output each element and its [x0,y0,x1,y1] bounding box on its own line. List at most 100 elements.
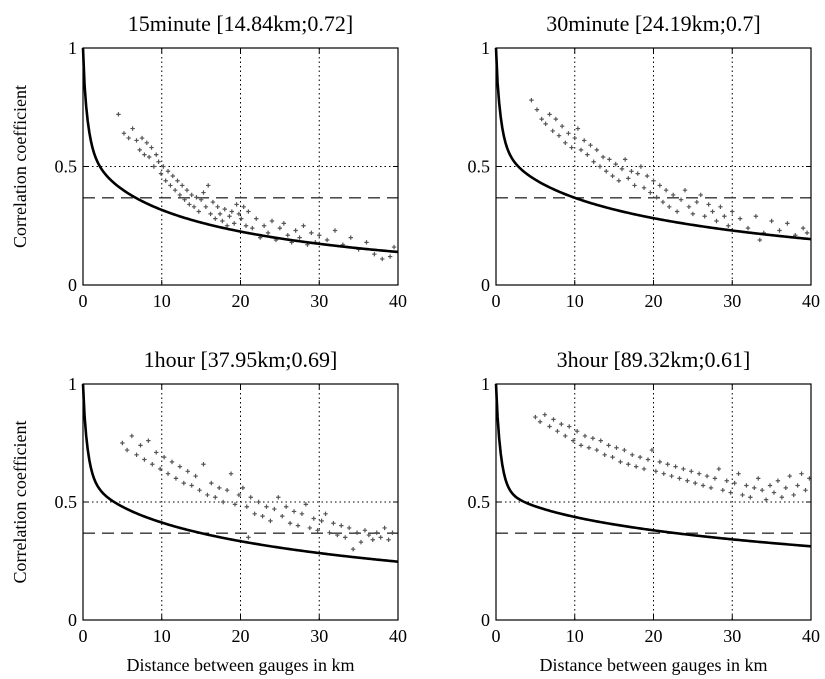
data-point [276,495,281,500]
data-point [578,147,584,153]
data-point [681,466,686,472]
data-point [610,454,615,460]
data-point [309,230,314,236]
x-tick-label: 20 [645,291,663,311]
data-point [206,183,211,188]
data-point [124,447,130,453]
x-tick-label: 10 [566,291,584,311]
data-point [759,488,765,493]
data-point [297,235,302,240]
fit-curve [494,383,812,548]
data-point [293,228,298,233]
data-point [236,211,242,217]
data-point [602,452,607,457]
data-point [372,251,377,257]
data-point [800,225,806,231]
data-point [229,209,235,214]
data-point [795,483,800,488]
data-point [130,126,135,131]
data-point [348,235,353,240]
data-point [763,497,769,502]
x-tick-label: 30 [310,626,328,646]
data-point [539,116,544,122]
data-point [648,190,653,195]
data-point [610,173,615,179]
data-point [339,523,344,528]
data-point [757,237,763,243]
data-point [590,436,596,441]
data-point [594,147,599,153]
y-tick-label: 0 [68,610,77,630]
data-point [566,131,571,136]
data-point [606,443,611,448]
data-point [201,190,206,195]
data-point [641,466,647,472]
data-point [151,164,157,169]
data-point [702,214,707,219]
data-point [653,469,659,474]
data-point [598,438,603,443]
data-point [268,518,273,524]
data-point [537,419,543,424]
data-point [265,230,271,236]
data-point [146,438,151,443]
y-tick-label: 0.5 [55,157,78,177]
data-point [246,209,251,214]
data-point [712,476,718,481]
data-point [637,454,643,460]
y-tick-label: 0 [68,275,77,295]
data-point [222,206,227,212]
x-tick-label: 30 [723,626,741,646]
data-point [777,228,782,233]
data-point [708,485,714,491]
data-point [331,521,336,526]
data-point [198,197,204,202]
data-point [674,209,680,214]
chart-panel-4: 0 10 20 30 40 0 0.5 1 3hour [89.32km;0.61] Distan… [468,347,821,675]
data-point [291,509,297,514]
data-point [121,131,127,136]
data-point [285,233,290,238]
data-point [232,502,238,507]
data-point [260,513,265,519]
data-point [575,126,581,131]
data-point [622,157,628,162]
data-point [559,124,565,129]
data-point [246,535,251,540]
data-point [157,466,163,472]
data-point [730,209,735,214]
y-tick-label: 1 [481,38,490,58]
data-point [224,488,230,493]
data-point [745,225,751,231]
data-point [319,518,324,524]
data-point [378,535,383,540]
data-point [555,429,560,434]
x-tick-label: 10 [153,291,171,311]
data-point [158,171,164,176]
data-point [134,138,139,143]
data-point [250,225,255,231]
y-axis-label: Correlation coefficient [10,420,30,583]
x-tick-label: 30 [723,291,741,311]
chart-panel-2: 0 10 20 30 40 0 0.5 1 30minute [24.19km;0.7] [468,11,821,311]
x-tick-label: 40 [802,291,820,311]
data-point [163,178,168,183]
data-point [220,218,225,224]
data-point [619,166,625,172]
data-point [203,204,209,209]
x-tick-label: 0 [79,291,88,311]
data-point [706,202,711,207]
data-point [693,480,698,486]
data-point [196,209,201,214]
data-point [613,161,618,167]
data-point [187,202,192,207]
data-point [239,216,244,221]
data-point [272,506,277,512]
data-point [740,492,745,498]
data-point [726,223,731,228]
data-point [783,485,788,491]
data-point [626,176,631,181]
data-point [572,135,577,141]
data-point [543,121,548,127]
